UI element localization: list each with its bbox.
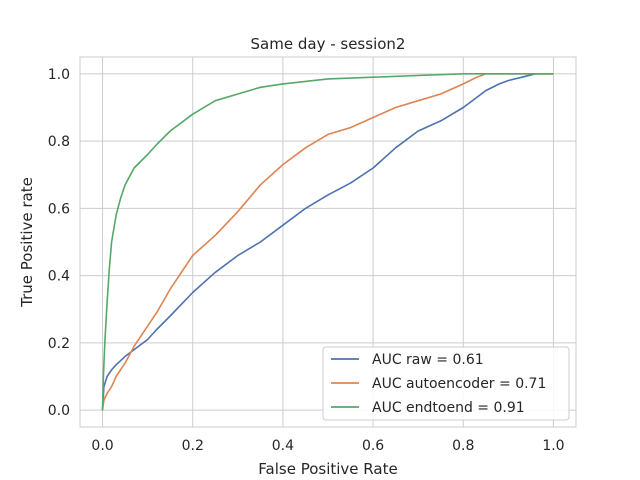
x-tick-label: 0.2	[182, 438, 204, 454]
series-layer	[101, 73, 554, 411]
y-tick-label: 0.8	[48, 134, 70, 150]
legend-label-1: AUC autoencoder = 0.71	[372, 376, 546, 392]
series-line-0	[101, 73, 554, 411]
y-tick-label: 0.4	[48, 269, 70, 285]
x-tick-label: 0.8	[452, 438, 474, 454]
legend-label-0: AUC raw = 0.61	[372, 352, 484, 368]
y-tick-label: 1.0	[48, 67, 70, 83]
chart-title: Same day - session2	[251, 35, 406, 53]
y-tick-label: 0.2	[48, 336, 70, 352]
y-tick-label: 0.0	[48, 403, 70, 419]
x-axis-label: False Positive Rate	[258, 460, 397, 478]
x-tick-label: 0.6	[362, 438, 384, 454]
series-line-2	[101, 73, 554, 411]
x-tick-label: 0.0	[91, 438, 113, 454]
x-tick-label: 0.4	[272, 438, 294, 454]
y-ticks: 0.0 0.2 0.4 0.6 0.8 1.0	[48, 67, 70, 419]
x-ticks: 0.0 0.2 0.4 0.6 0.8 1.0	[91, 438, 564, 454]
series-line-1	[101, 73, 554, 411]
y-axis-label: True Positive rate	[18, 177, 36, 308]
y-tick-label: 0.6	[48, 201, 70, 217]
legend-label-2: AUC endtoend = 0.91	[372, 400, 525, 416]
legend: AUC raw = 0.61 AUC autoencoder = 0.71 AUC …	[322, 346, 570, 421]
x-tick-label: 1.0	[542, 438, 564, 454]
legend-box	[322, 346, 570, 421]
